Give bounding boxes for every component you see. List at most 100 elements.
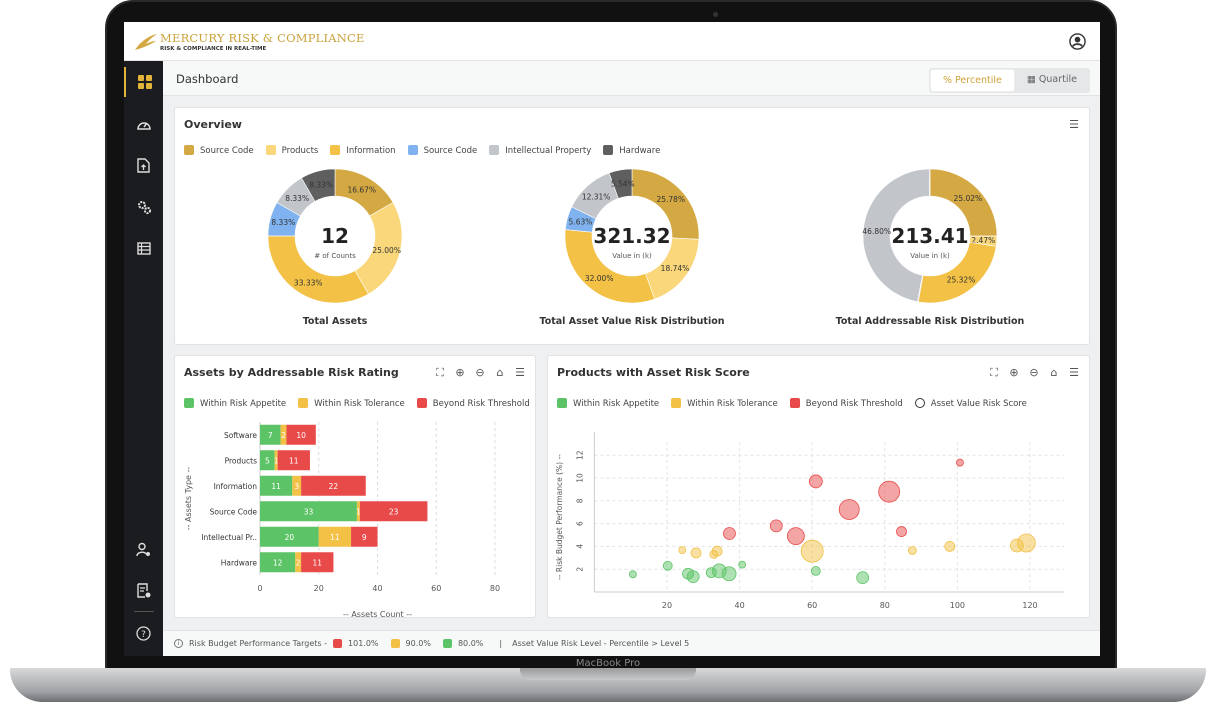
- bubble-point[interactable]: [856, 571, 870, 585]
- legend-swatch: [184, 398, 194, 408]
- zoom-in-icon[interactable]: ⊕: [1009, 366, 1019, 379]
- sidebar-item-table[interactable]: [124, 233, 163, 263]
- legend-item-size[interactable]: Asset Value Risk Score: [914, 398, 1027, 409]
- bar-segment[interactable]: [274, 450, 278, 471]
- sidebar-item-user-settings[interactable]: [124, 534, 163, 564]
- legend-item[interactable]: Beyond Risk Threshold: [789, 398, 903, 409]
- bar-legend: Within Risk Appetite Within Risk Toleranc…: [184, 398, 530, 409]
- legend-item[interactable]: Within Risk Appetite: [184, 398, 286, 409]
- legend-item[interactable]: Hardware: [603, 145, 660, 156]
- y-tick-label: 4: [575, 544, 584, 549]
- category-label: Source Code: [210, 507, 258, 516]
- toggle-percentile[interactable]: % Percentile: [929, 69, 1015, 92]
- home-icon[interactable]: ⌂: [1050, 366, 1058, 379]
- donut-center-label: Value in (k): [612, 252, 652, 260]
- overview-card: Overview ☰ Source Code Products Informatio…: [174, 107, 1090, 345]
- donut-slice[interactable]: [862, 168, 930, 303]
- bar-chart-toolbar: ⛶ ⊕ ⊖ ⌂ ☰: [433, 366, 527, 380]
- x-axis-label: -- Assets Count --: [343, 610, 412, 619]
- bubble-point[interactable]: [711, 545, 723, 557]
- bubble-point[interactable]: [738, 560, 747, 569]
- bubble-point[interactable]: [810, 566, 821, 576]
- bar-segment[interactable]: [280, 424, 287, 445]
- zoom-out-icon[interactable]: ⊖: [475, 366, 485, 379]
- bubble-point[interactable]: [896, 526, 907, 537]
- bar-segment[interactable]: [301, 552, 334, 573]
- legend-swatch: [557, 398, 567, 408]
- bar-segment[interactable]: [260, 526, 319, 547]
- y-axis-label: -- Assets Type --: [184, 467, 193, 531]
- bubble-point[interactable]: [838, 499, 860, 520]
- bubble-point[interactable]: [956, 458, 964, 467]
- bubble-point[interactable]: [662, 560, 673, 571]
- menu-icon[interactable]: ☰: [1069, 118, 1079, 131]
- donut-slice[interactable]: [301, 168, 336, 202]
- x-tick-label: 120: [1022, 601, 1037, 610]
- legend-item[interactable]: Source Code: [407, 145, 477, 156]
- legend-label: Information: [346, 146, 396, 156]
- bar-segment[interactable]: [292, 475, 302, 496]
- zoom-in-icon[interactable]: ⊕: [455, 366, 465, 379]
- donut-center-value: 321.32: [593, 224, 670, 248]
- sidebar-item-settings[interactable]: [124, 192, 163, 222]
- bubble-point[interactable]: [944, 540, 956, 552]
- bubble-point[interactable]: [769, 519, 783, 533]
- bar-segment[interactable]: [295, 552, 302, 573]
- bubble-point[interactable]: [628, 570, 637, 579]
- legend-label: Within Risk Tolerance: [314, 399, 405, 409]
- toggle-quartile[interactable]: ▦ Quartile: [1026, 74, 1077, 85]
- bubble-point[interactable]: [690, 547, 702, 559]
- bar-segment[interactable]: [286, 424, 316, 445]
- help-icon: ?: [136, 625, 151, 641]
- legend-item[interactable]: Within Risk Tolerance: [298, 398, 405, 409]
- bar-segment[interactable]: [351, 526, 378, 547]
- bar-segment[interactable]: [359, 501, 428, 522]
- x-tick-label: 40: [735, 601, 745, 610]
- sidebar-item-reports[interactable]: [124, 575, 163, 605]
- expand-icon[interactable]: ⛶: [990, 366, 998, 379]
- bubble-point[interactable]: [808, 474, 823, 489]
- expand-icon[interactable]: ⛶: [436, 366, 444, 379]
- bar-segment[interactable]: [260, 424, 281, 445]
- bar-segment[interactable]: [260, 552, 296, 573]
- legend-item[interactable]: Products: [265, 145, 318, 156]
- menu-icon[interactable]: ☰: [515, 366, 525, 379]
- home-icon[interactable]: ⌂: [496, 366, 504, 379]
- slice-label: 25.02%: [954, 194, 983, 203]
- sidebar-item-upload[interactable]: [124, 150, 163, 180]
- sidebar-item-help[interactable]: ?: [124, 618, 163, 648]
- bar-segment[interactable]: [318, 526, 352, 547]
- bubble-point[interactable]: [800, 539, 824, 563]
- bar-segment[interactable]: [277, 450, 310, 471]
- bar-segment[interactable]: [260, 501, 357, 522]
- bar-segment[interactable]: [260, 450, 275, 471]
- slice-label: 5.63%: [569, 218, 593, 227]
- donut-center-label: Value in (k): [910, 252, 950, 260]
- x-tick-label: 60: [431, 584, 441, 593]
- bubble-point[interactable]: [878, 480, 901, 503]
- bubble-point[interactable]: [686, 570, 700, 584]
- bar-segment[interactable]: [301, 475, 366, 496]
- legend-item[interactable]: Beyond Risk Threshold: [416, 398, 530, 409]
- zoom-out-icon[interactable]: ⊖: [1029, 366, 1039, 379]
- legend-item[interactable]: Information: [330, 145, 396, 156]
- legend-item[interactable]: Intellectual Property: [489, 145, 591, 156]
- donut-slice[interactable]: [267, 235, 369, 304]
- bar-segment[interactable]: [260, 475, 293, 496]
- legend-item[interactable]: Within Risk Tolerance: [671, 398, 778, 409]
- donut-slice[interactable]: [608, 168, 633, 199]
- bar-segment[interactable]: [356, 501, 360, 522]
- bubble-point[interactable]: [678, 546, 687, 555]
- menu-icon[interactable]: ☰: [1069, 366, 1079, 379]
- sidebar-item-gauge[interactable]: [124, 109, 163, 139]
- user-account-icon[interactable]: [1069, 33, 1086, 50]
- bubble-point[interactable]: [721, 566, 737, 582]
- legend-item[interactable]: Source Code: [184, 145, 254, 156]
- donut-slice[interactable]: [928, 168, 931, 197]
- bubble-point[interactable]: [723, 527, 736, 540]
- bubble-point[interactable]: [1016, 533, 1036, 553]
- bubble-point[interactable]: [907, 546, 917, 555]
- legend-item[interactable]: Within Risk Appetite: [557, 398, 659, 409]
- bubble-point[interactable]: [786, 527, 805, 546]
- sidebar-item-dashboard[interactable]: [124, 67, 163, 97]
